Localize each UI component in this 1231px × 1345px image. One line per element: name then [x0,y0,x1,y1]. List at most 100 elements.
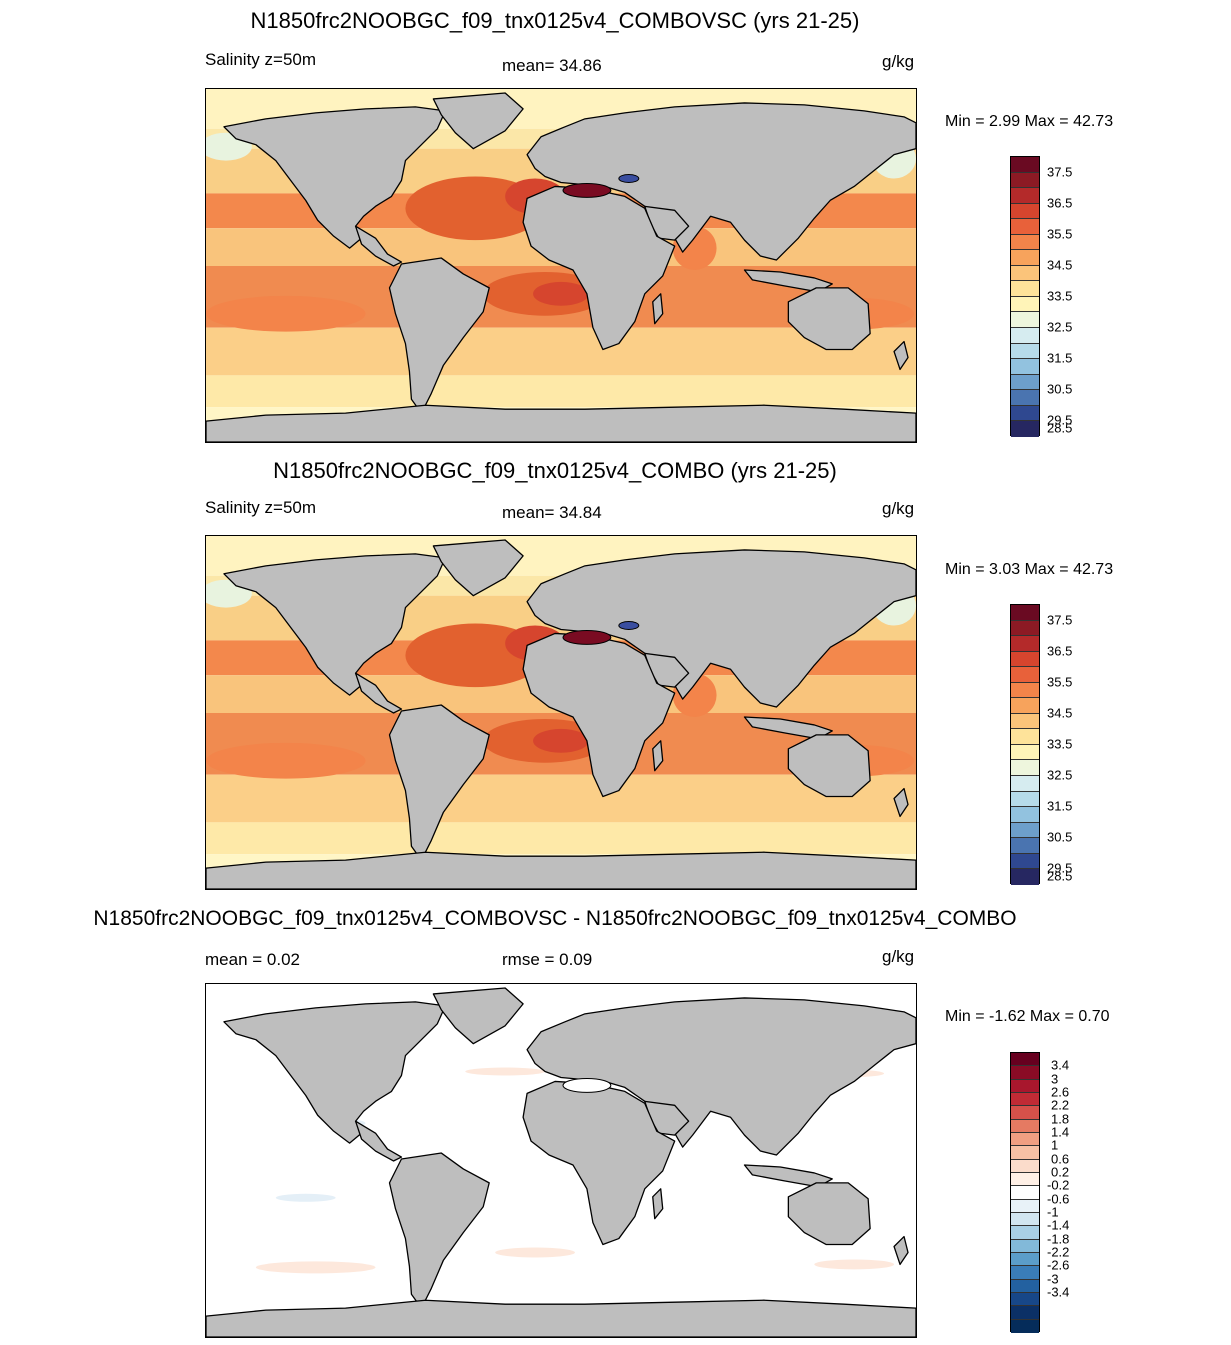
colorbar-tick-label: 1 [1051,1137,1059,1153]
colorbar-tick-label: -0.6 [1047,1191,1070,1207]
colorbar-swatch [1011,390,1039,406]
colorbar-swatch [1011,807,1039,823]
colorbar-tick-label: 32.5 [1047,319,1073,335]
landmass [522,632,676,798]
landmass [354,1120,403,1162]
landmass [893,1235,909,1266]
colorbar-swatch [1011,682,1039,699]
colorbar-swatch [1011,729,1039,745]
colorbar-tick-label: 33.5 [1047,288,1073,304]
panel-title: N1850frc2NOOBGC_f09_tnx0125v4_COMBOVSC (… [250,8,860,33]
landmass [522,185,676,351]
colorbar-tick-label: 1.8 [1051,1111,1070,1127]
colorbar-swatch [1011,713,1039,730]
mean-label: mean= 34.86 [502,56,602,75]
variable-label: Salinity z=50m [205,50,317,69]
colorbar-tick-label: 33.5 [1047,736,1073,752]
colorbar-tick-label: 31.5 [1047,798,1073,814]
world-map-graphic [206,536,916,889]
colorbar-swatch [1011,1306,1039,1320]
landmass [223,106,446,249]
colorbar-tick-label: 0.6 [1051,1151,1070,1167]
colorbar-tick-label: 30.5 [1047,381,1073,397]
colorbar-tick-label: 3.4 [1051,1057,1070,1073]
landmass [223,1001,446,1144]
colorbar-swatch [1011,1319,1039,1333]
landmass [787,734,871,798]
colorbar-swatch [1011,296,1039,313]
colorbar-tick-label: -3.4 [1047,1284,1070,1300]
colorbar-tick-label: -1.4 [1047,1217,1070,1233]
colorbar-swatch [1011,1119,1039,1133]
colorbar-swatch [1011,1186,1039,1200]
landmass [388,1152,490,1309]
colorbar-swatch [1011,651,1039,668]
colorbar-tick-label: -0.2 [1047,1177,1070,1193]
colorbar [1010,156,1040,437]
colorbar-tick-label: -2.6 [1047,1257,1070,1273]
colorbar-tick-label: 29.5 [1047,412,1073,428]
colorbar-tick-label: 30.5 [1047,829,1073,845]
colorbar-swatch [1011,838,1039,854]
colorbar-tick-label: 35.5 [1047,674,1073,690]
colorbar-tick-label: -3 [1047,1271,1059,1287]
colorbar-tick-label: 36.5 [1047,643,1073,659]
colorbar-tick-label: 2.6 [1051,1084,1070,1100]
landmass [526,549,916,708]
colorbar-swatch [1011,822,1039,839]
colorbar-swatch [1011,421,1039,437]
landmass [388,704,490,861]
colorbar-swatch [1011,853,1039,870]
colorbar [1010,1052,1040,1333]
panel-title: N1850frc2NOOBGC_f09_tnx0125v4_COMBOVSC -… [93,907,1017,930]
min-max-label: Min = -1.62 Max = 0.70 [945,1008,1110,1025]
landmass [893,787,909,818]
colorbar-swatch [1011,312,1039,329]
landmass [652,293,664,325]
colorbar-tick-label: 37.5 [1047,612,1073,628]
colorbar-swatch [1011,1146,1039,1160]
colorbar-swatch [1011,234,1039,251]
colorbar-swatch [1011,744,1039,761]
colorbar-swatch [1011,1212,1039,1227]
colorbar-swatch [1011,1079,1039,1093]
colorbar-swatch [1011,760,1039,777]
landmass [354,672,403,714]
landmass [526,997,916,1156]
colorbar-swatch [1011,405,1039,422]
colorbar-tick-label: 34.5 [1047,705,1073,721]
colorbar-tick-label: 36.5 [1047,195,1073,211]
world-map-graphic [206,89,916,442]
colorbar-swatch [1011,359,1039,375]
colorbar-swatch [1011,1266,1039,1280]
colorbar-tick-label: 3 [1051,1071,1059,1087]
colorbar-swatch [1011,374,1039,391]
units-label: g/kg [882,499,915,518]
mediterranean-sea [562,182,612,198]
colorbar-swatch [1011,1172,1039,1187]
colorbar-swatch [1011,698,1039,714]
mean-label: mean = 0.02 [205,950,300,969]
colorbar-tick-label: -2.2 [1047,1244,1070,1260]
landmass [223,553,446,696]
colorbar-swatch [1011,1252,1039,1267]
colorbar-swatch [1011,869,1039,885]
colorbar-swatch [1011,1226,1039,1240]
world-map-graphic [206,984,916,1337]
landmass [206,404,916,442]
colorbar-swatch [1011,1292,1039,1307]
colorbar-swatch [1011,265,1039,282]
colorbar-swatch [1011,1053,1039,1067]
colorbar-tick-label: 2.2 [1051,1097,1070,1113]
colorbar-swatch [1011,776,1039,792]
black-sea [618,174,640,183]
landmass [354,225,403,267]
landmass [432,987,524,1045]
colorbar-swatch [1011,1066,1039,1080]
panel-title: N1850frc2NOOBGC_f09_tnx0125v4_COMBO (yrs… [273,458,837,483]
landmass [388,257,490,414]
colorbar-tick-label: 35.5 [1047,226,1073,242]
colorbar-swatch [1011,328,1039,344]
colorbar-swatch [1011,157,1039,173]
colorbar-swatch [1011,620,1039,637]
